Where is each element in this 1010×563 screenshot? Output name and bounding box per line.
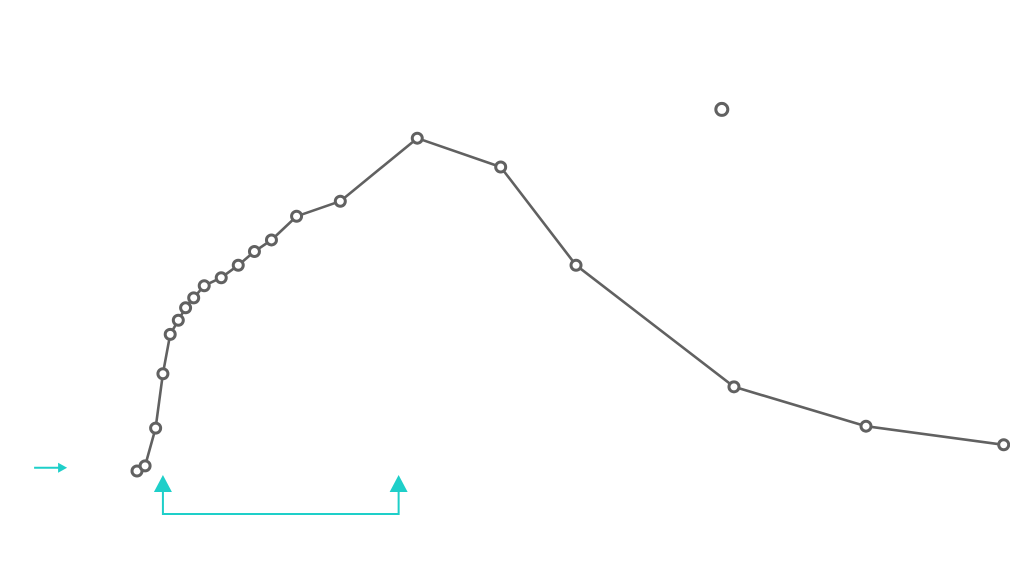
arrow-up-icon-2 bbox=[389, 475, 408, 492]
series-line bbox=[136, 136, 1004, 473]
annotations bbox=[34, 462, 408, 515]
data-point-7 bbox=[179, 301, 193, 315]
data-point-17 bbox=[494, 160, 508, 174]
data-point-20 bbox=[859, 419, 873, 433]
data-point-19 bbox=[727, 380, 741, 394]
data-point-18 bbox=[569, 258, 583, 272]
data-point-16 bbox=[410, 131, 424, 145]
data-point-14 bbox=[290, 209, 304, 223]
data-point-12 bbox=[247, 244, 261, 258]
outlier-point-1 bbox=[714, 101, 730, 117]
data-point-3 bbox=[149, 421, 163, 435]
data-point-2 bbox=[138, 459, 152, 473]
data-point-5 bbox=[163, 327, 177, 341]
data-point-10 bbox=[214, 271, 228, 285]
arrow-right-icon bbox=[58, 462, 68, 473]
outlier-markers bbox=[714, 101, 730, 117]
data-point-6 bbox=[171, 313, 185, 327]
data-point-4 bbox=[156, 367, 170, 381]
series-markers bbox=[130, 131, 1010, 478]
arrow-up-icon-1 bbox=[153, 475, 172, 492]
data-point-15 bbox=[333, 194, 347, 208]
data-point-9 bbox=[197, 279, 211, 293]
data-point-11 bbox=[231, 258, 245, 272]
data-point-13 bbox=[264, 233, 278, 247]
range-bracket bbox=[161, 492, 400, 515]
data-point-21 bbox=[997, 438, 1010, 452]
data-point-8 bbox=[187, 291, 201, 305]
